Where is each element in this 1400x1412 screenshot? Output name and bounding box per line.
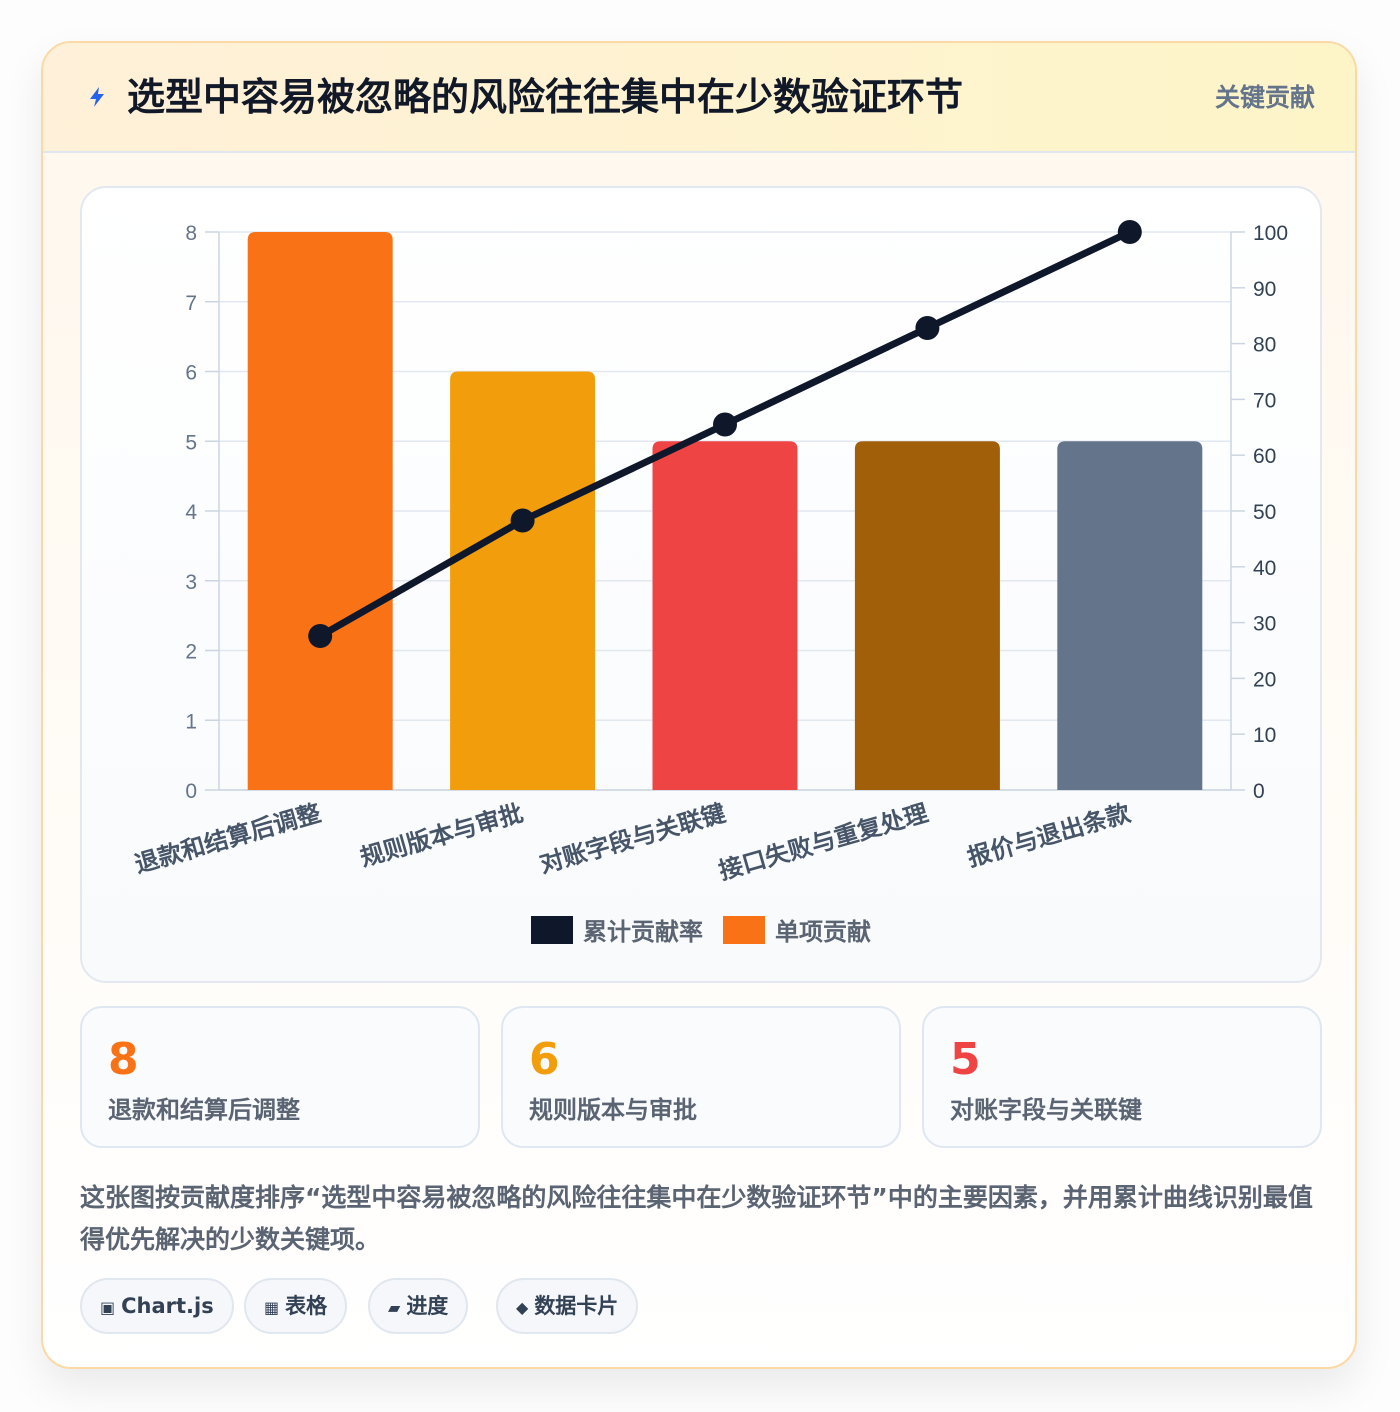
cumulative-point (510, 508, 535, 533)
stat-label: 规则版本与审批 (529, 1096, 697, 1124)
y-right-tick-label: 20 (1253, 668, 1276, 691)
legend-swatch-single (723, 915, 765, 944)
y-left-tick-label: 3 (185, 571, 197, 594)
table-icon: ▦ (264, 1298, 280, 1317)
legend-item-single[interactable]: 单项贡献 (723, 912, 871, 947)
chip-label: 数据卡片 (534, 1294, 619, 1318)
y-right-tick-label: 60 (1253, 445, 1276, 468)
progress-icon: ▰ (388, 1298, 401, 1317)
card-header: 选型中容易被忽略的风险往往集中在少数验证环节 关键贡献 (43, 43, 1355, 153)
chip-label: Chart.js (121, 1294, 214, 1318)
chart-description: 这张图按贡献度排序“选型中容易被忽略的风险往往集中在少数验证环节”中的主要因素，… (80, 1183, 1313, 1254)
legend-item-cumulative[interactable]: 累计贡献率 (531, 912, 703, 947)
cumulative-point (915, 315, 940, 340)
y-left-tick-label: 5 (185, 431, 197, 454)
chip-table[interactable]: ▦ 表格 (244, 1278, 348, 1334)
x-tick-label: 对账字段与关联键 (536, 799, 728, 879)
stat-value: 6 (529, 1034, 560, 1085)
cumulative-point (1117, 220, 1142, 244)
chart-legend: 累计贡献率 单项贡献 (82, 912, 1320, 947)
chip-chartjs[interactable]: ▣ Chart.js (80, 1278, 234, 1334)
chip-data-card[interactable]: ◆ 数据卡片 (496, 1278, 639, 1334)
stat-cards: 8 退款和结算后调整 6 规则版本与审批 5 对账字段与关联键 (80, 1006, 1322, 1148)
chart-icon: ▣ (100, 1298, 116, 1317)
stat-card: 8 退款和结算后调整 (80, 1006, 480, 1148)
y-left-tick-label: 4 (185, 501, 197, 524)
chip-progress[interactable]: ▰ 进度 (368, 1278, 469, 1334)
y-right-tick-label: 30 (1253, 613, 1276, 636)
stat-card: 6 规则版本与审批 (501, 1006, 901, 1148)
bar (1057, 441, 1203, 790)
legend-swatch-cumulative (531, 915, 573, 944)
y-right-tick-label: 50 (1253, 501, 1276, 524)
y-right-tick-label: 80 (1253, 334, 1276, 357)
stat-label: 退款和结算后调整 (108, 1096, 300, 1124)
y-right-tick-label: 40 (1253, 557, 1276, 580)
page-title: 选型中容易被忽略的风险往往集中在少数验证环节 (127, 75, 964, 119)
legend-label: 单项贡献 (775, 918, 871, 946)
stat-value: 5 (950, 1034, 981, 1085)
y-left-tick-label: 2 (185, 641, 197, 664)
header-tag: 关键贡献 (1214, 83, 1315, 112)
y-right-tick-label: 10 (1253, 724, 1276, 747)
y-right-tick-label: 0 (1253, 780, 1265, 803)
y-left-tick-label: 1 (185, 710, 197, 733)
y-right-tick-label: 70 (1253, 389, 1276, 412)
stat-value: 8 (108, 1034, 139, 1085)
diamond-icon: ◆ (516, 1298, 529, 1317)
bar (450, 371, 596, 790)
report-card: 选型中容易被忽略的风险往往集中在少数验证环节 关键贡献 0 1 2 3 4 5 6 7 8 0 10… (41, 41, 1357, 1369)
stat-label: 对账字段与关联键 (950, 1096, 1142, 1124)
y-left-tick-label: 6 (185, 362, 197, 385)
x-tick-label: 报价与退出条款 (964, 799, 1134, 872)
bar (247, 232, 393, 790)
bolt-icon (90, 87, 104, 107)
x-tick-label: 接口失败与重复处理 (716, 799, 931, 885)
chip-label: 表格 (285, 1294, 328, 1318)
legend-label: 累计贡献率 (583, 918, 703, 946)
chip-label: 进度 (406, 1294, 449, 1318)
cumulative-point (713, 412, 737, 437)
y-right-tick-label: 100 (1253, 222, 1288, 245)
y-right-tick-label: 90 (1253, 278, 1276, 301)
y-left-tick-label: 8 (185, 222, 197, 245)
chart-panel: 0 1 2 3 4 5 6 7 8 0 10 20 30 40 50 60 70 80 90 100 退款和结算后调整规… (80, 186, 1322, 983)
cumulative-point (308, 623, 333, 648)
bar (854, 441, 1000, 790)
y-left-tick-label: 0 (185, 780, 197, 803)
x-tick-label: 退款和结算后调整 (132, 799, 324, 879)
stat-card: 5 对账字段与关联键 (922, 1006, 1322, 1148)
pareto-chart: 0123456780102030405060708090100退款和结算后调整规… (132, 220, 1288, 885)
y-left-tick-label: 7 (185, 292, 197, 315)
x-tick-label: 规则版本与审批 (357, 799, 526, 872)
bar (652, 441, 798, 790)
